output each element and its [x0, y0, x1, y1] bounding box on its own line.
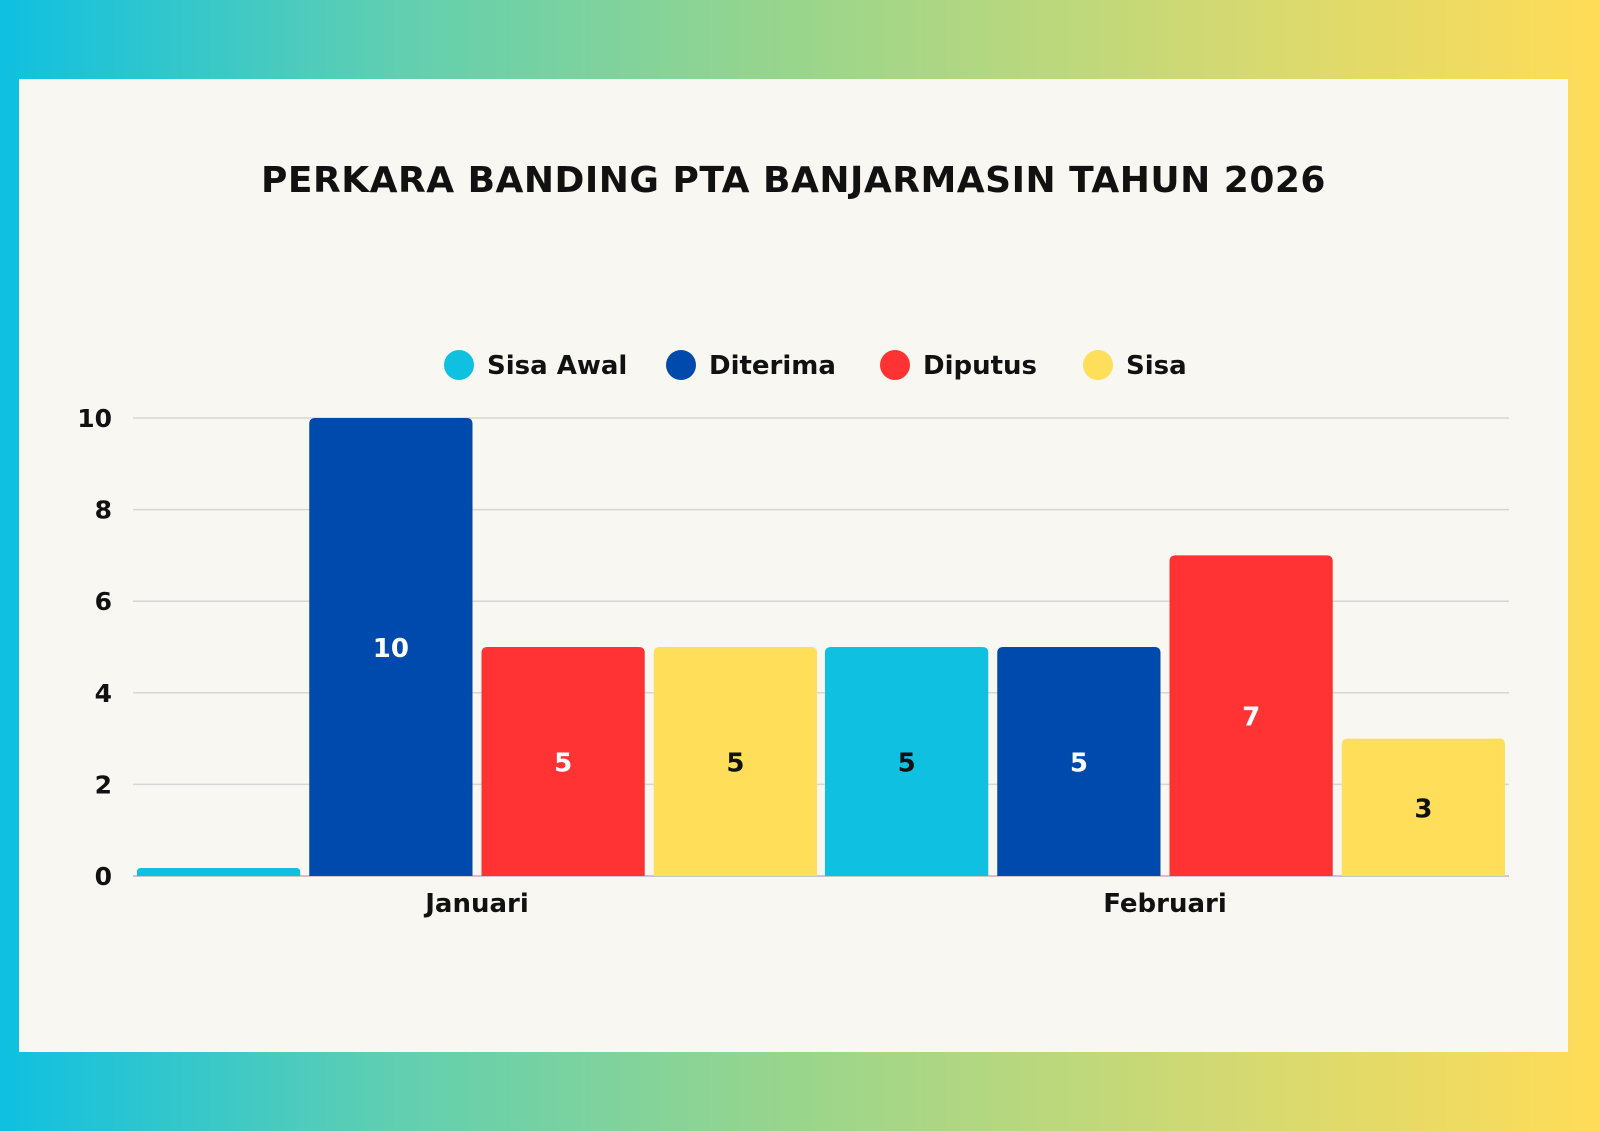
- bar-diputus-januari: [481, 647, 645, 876]
- data-label: 5: [554, 749, 572, 779]
- legend-swatch: [880, 350, 910, 380]
- data-label: 5: [1070, 749, 1088, 779]
- y-tick-label: 8: [95, 496, 112, 525]
- y-tick-label: 2: [95, 770, 112, 799]
- data-label: 3: [1414, 794, 1432, 824]
- x-category-label: Januari: [423, 889, 529, 919]
- y-tick-label: 10: [77, 404, 112, 433]
- legend-item-diterima: Diterima: [666, 350, 836, 381]
- bar-diterima-februari: [997, 647, 1161, 876]
- x-axis-categories: Januari Februari: [423, 889, 1227, 919]
- y-axis-ticks: 0 2 4 6 8 10: [77, 404, 112, 891]
- bars: [137, 418, 1505, 876]
- bar-sisa-januari: [653, 647, 817, 876]
- legend: Sisa Awal Diterima Diputus Sisa: [444, 350, 1187, 381]
- legend-swatch: [1083, 350, 1113, 380]
- y-tick-label: 4: [95, 679, 112, 708]
- legend-swatch: [444, 350, 474, 380]
- data-label: 5: [726, 749, 744, 779]
- legend-label: Sisa: [1126, 351, 1187, 381]
- data-labels: 10 5 5 5 5 7 3: [373, 634, 1433, 824]
- legend-label: Sisa Awal: [487, 351, 627, 381]
- bar-sisa-awal-januari: [137, 868, 301, 876]
- legend-item-sisa-awal: Sisa Awal: [444, 350, 627, 381]
- legend-label: Diterima: [709, 351, 836, 381]
- chart-title: PERKARA BANDING PTA BANJARMASIN TAHUN 20…: [261, 160, 1326, 201]
- y-tick-label: 0: [95, 862, 112, 891]
- bar-sisa-februari: [1341, 738, 1505, 876]
- legend-label: Diputus: [923, 351, 1037, 381]
- bar-sisa-awal-februari: [825, 647, 989, 876]
- x-category-label: Februari: [1103, 889, 1227, 919]
- bar-diputus-februari: [1169, 555, 1333, 876]
- legend-swatch: [666, 350, 696, 380]
- data-label: 10: [373, 634, 409, 664]
- data-label: 7: [1242, 703, 1260, 733]
- legend-item-diputus: Diputus: [880, 350, 1037, 381]
- bar-diterima-januari: [309, 418, 473, 876]
- data-label: 5: [898, 749, 916, 779]
- y-tick-label: 6: [95, 587, 112, 616]
- legend-item-sisa: Sisa: [1083, 350, 1187, 381]
